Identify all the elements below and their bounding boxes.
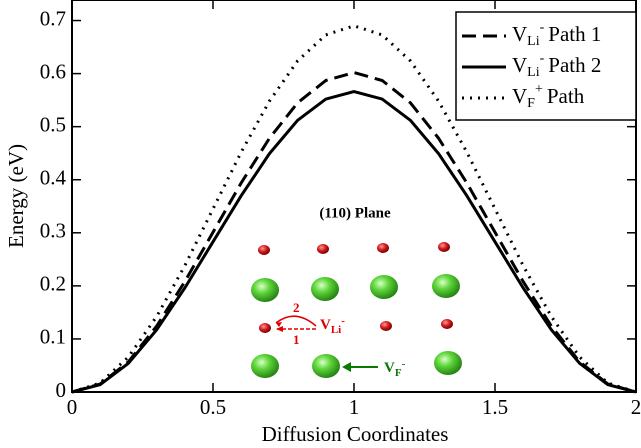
legend-symbol: V bbox=[512, 84, 527, 108]
y-tick-label: 0.4 bbox=[40, 166, 67, 190]
inset-title: (110) Plane bbox=[319, 205, 391, 221]
plot-frame bbox=[71, 0, 637, 393]
y-tick-label: 0.5 bbox=[40, 112, 66, 136]
legend-symbol: V bbox=[512, 22, 527, 46]
x-tick-label: 1.5 bbox=[482, 395, 508, 419]
legend-label: VLi- Path 2 bbox=[512, 51, 601, 80]
f-vacancy-label: VF- bbox=[384, 358, 406, 379]
legend-sup: + bbox=[535, 82, 543, 97]
legend-label: VLi- Path 1 bbox=[512, 20, 601, 49]
legend-label: VF+ Path bbox=[512, 82, 585, 111]
y-tick-label: 0.2 bbox=[40, 272, 66, 296]
li-vacancy-label: VLi- bbox=[320, 315, 345, 336]
legend-name: Path 1 bbox=[548, 22, 601, 46]
path-2-label: 2 bbox=[293, 300, 300, 315]
legend-sub: F bbox=[527, 96, 535, 111]
x-tick-label: 1 bbox=[349, 395, 360, 419]
x-axis-label: Diffusion Coordinates bbox=[262, 422, 449, 446]
path-1-label: 1 bbox=[293, 332, 300, 347]
y-tick-label: 0.3 bbox=[40, 219, 66, 243]
series-line bbox=[71, 90, 637, 394]
legend-sub: Li bbox=[527, 65, 540, 80]
legend-sup: - bbox=[540, 20, 545, 35]
x-tick-label: 0 bbox=[67, 395, 78, 419]
legend-name: Path 2 bbox=[548, 53, 601, 77]
y-tick-label: 0.6 bbox=[40, 59, 66, 83]
legend-name: Path bbox=[547, 84, 585, 108]
x-tick-label: 2 bbox=[631, 395, 641, 419]
series-line bbox=[71, 70, 637, 394]
series-line bbox=[71, 24, 637, 394]
y-tick-label: 0 bbox=[56, 378, 67, 402]
y-tick-label: 0.1 bbox=[40, 325, 66, 349]
legend-symbol: V bbox=[512, 53, 527, 77]
y-axis-label: Energy (eV) bbox=[4, 144, 28, 248]
x-tick-label: 0.5 bbox=[200, 395, 226, 419]
inset: (110) Plane 2 1 VLi- VF- bbox=[251, 205, 462, 379]
y-tick-label: 0.7 bbox=[40, 6, 66, 30]
legend-sub: Li bbox=[527, 34, 540, 49]
atoms bbox=[251, 242, 462, 378]
legend-sup: - bbox=[540, 51, 545, 66]
